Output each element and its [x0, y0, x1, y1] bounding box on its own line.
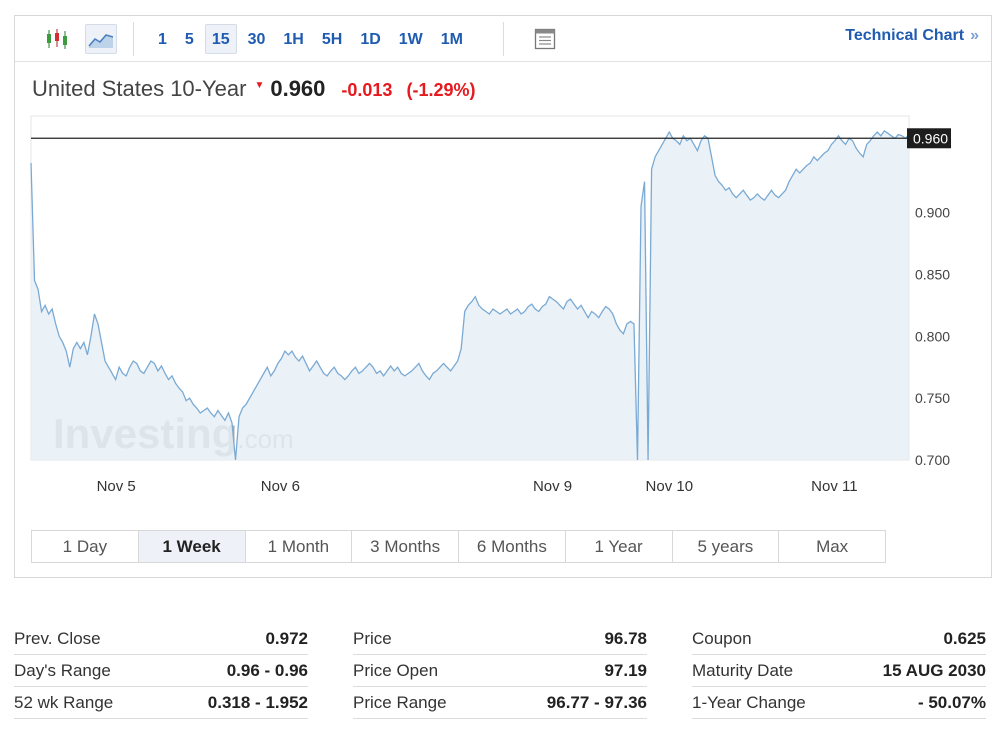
last-price: 0.960 [270, 76, 326, 101]
range-1-week[interactable]: 1 Week [138, 531, 246, 562]
technical-chart-label: Technical Chart [845, 27, 965, 44]
stats-column: Price 96.78 Price Open 97.19 Price Range 96.7… [353, 623, 647, 719]
stat-row: 1-Year Change - 50.07% [692, 687, 986, 719]
stat-row: 52 wk Range 0.318 - 1.952 [14, 687, 308, 719]
stat-label: Price [353, 628, 392, 648]
stats-column: Prev. Close 0.972 Day's Range 0.96 - 0.96 52… [14, 623, 308, 719]
stat-value: 96.77 - 97.36 [546, 692, 647, 712]
stat-label: Prev. Close [14, 628, 101, 648]
stats-column: Coupon 0.625 Maturity Date 15 AUG 2030 1-Yea… [692, 623, 986, 719]
stat-label: 52 wk Range [14, 692, 114, 712]
stat-label: Price Range [353, 692, 447, 712]
price-change-percent: (-1.29%) [406, 80, 476, 100]
stat-value: - 50.07% [917, 692, 986, 712]
toolbar-divider [133, 22, 134, 56]
stat-value: 97.19 [604, 660, 647, 680]
chart-settings-icon[interactable] [529, 24, 561, 54]
y-tick-label: 0.850 [915, 266, 950, 282]
stat-value: 0.625 [943, 628, 986, 648]
stat-label: Coupon [692, 628, 752, 648]
stat-value: 0.96 - 0.96 [226, 660, 308, 680]
stat-row: Prev. Close 0.972 [14, 623, 308, 655]
stat-row: Price Range 96.77 - 97.36 [353, 687, 647, 719]
stat-value: 15 AUG 2030 [882, 660, 986, 680]
range-3-months[interactable]: 3 Months [352, 531, 459, 562]
interval-1d[interactable]: 1D [360, 31, 381, 48]
interval-1[interactable]: 1 [158, 31, 167, 48]
double-chevron-right-icon: » [970, 27, 979, 44]
y-tick-label: 0.750 [915, 390, 950, 406]
x-tick-label: Nov 11 [811, 478, 857, 495]
current-value-badge [907, 128, 951, 149]
current-value-label: 0.960 [913, 130, 948, 146]
series-line [30, 129, 910, 461]
stat-value: 96.78 [604, 628, 647, 648]
interval-30[interactable]: 30 [247, 31, 266, 48]
y-tick-label: 0.800 [915, 328, 950, 344]
range-5-years[interactable]: 5 years [672, 531, 780, 562]
range-1-year[interactable]: 1 Year [565, 531, 673, 562]
instrument-header: United States 10-Year ▼ 0.960 -0.013 (-1… [32, 76, 475, 102]
area-line-icon[interactable] [85, 24, 117, 54]
time-range-selector: 1 Day 1 Week 1 Month 3 Months 6 Months 1 Year… [31, 530, 886, 563]
interval-1w[interactable]: 1W [398, 31, 423, 48]
stat-label: Price Open [353, 660, 439, 680]
range-max[interactable]: Max [779, 531, 885, 562]
stat-row: Maturity Date 15 AUG 2030 [692, 655, 986, 687]
stat-value: 0.318 - 1.952 [207, 692, 308, 712]
price-change: -0.013 [341, 80, 393, 100]
y-tick-label: 0.700 [915, 452, 950, 468]
stat-value: 0.972 [265, 628, 308, 648]
interval-1m[interactable]: 1M [440, 31, 463, 48]
stat-label: 1-Year Change [692, 692, 806, 712]
stat-row: Price Open 97.19 [353, 655, 647, 687]
instrument-name: United States 10-Year [32, 76, 247, 101]
stat-row: Price 96.78 [353, 623, 647, 655]
range-6-months[interactable]: 6 Months [459, 531, 566, 562]
series-area [31, 130, 909, 460]
y-tick-label: 0.900 [915, 205, 950, 221]
technical-chart-link[interactable]: Technical Chart » [845, 27, 979, 45]
stat-label: Maturity Date [692, 660, 794, 680]
x-tick-label: Nov 6 [261, 478, 300, 495]
interval-selector: 1 5 15 30 1H 5H 1D 1W 1M [151, 24, 474, 54]
range-1-month[interactable]: 1 Month [245, 531, 353, 562]
interval-5h[interactable]: 5H [321, 31, 343, 48]
interval-5[interactable]: 5 [184, 31, 194, 48]
chart-toolbar: 1 5 15 30 1H 5H 1D 1W 1M Technical Chart » [15, 16, 991, 62]
candlestick-icon[interactable] [41, 24, 73, 54]
down-arrow-icon: ▼ [254, 80, 265, 91]
toolbar-divider [503, 22, 504, 56]
chart-panel: 1 5 15 30 1H 5H 1D 1W 1M Technical Chart » United… [14, 15, 992, 578]
stat-label: Day's Range [14, 660, 111, 680]
stat-row: Day's Range 0.96 - 0.96 [14, 655, 308, 687]
interval-1h[interactable]: 1H [283, 31, 304, 48]
x-tick-label: Nov 9 [533, 478, 572, 495]
x-tick-label: Nov 5 [97, 478, 136, 495]
price-chart[interactable]: Investing.com0.9600.7000.7500.8000.8500.… [15, 16, 991, 516]
stat-row: Coupon 0.625 [692, 623, 986, 655]
range-1-day[interactable]: 1 Day [32, 531, 139, 562]
quote-stats: Prev. Close 0.972 Day's Range 0.96 - 0.96 52… [14, 623, 986, 719]
interval-15[interactable]: 15 [204, 24, 237, 54]
x-tick-label: Nov 10 [646, 478, 694, 495]
